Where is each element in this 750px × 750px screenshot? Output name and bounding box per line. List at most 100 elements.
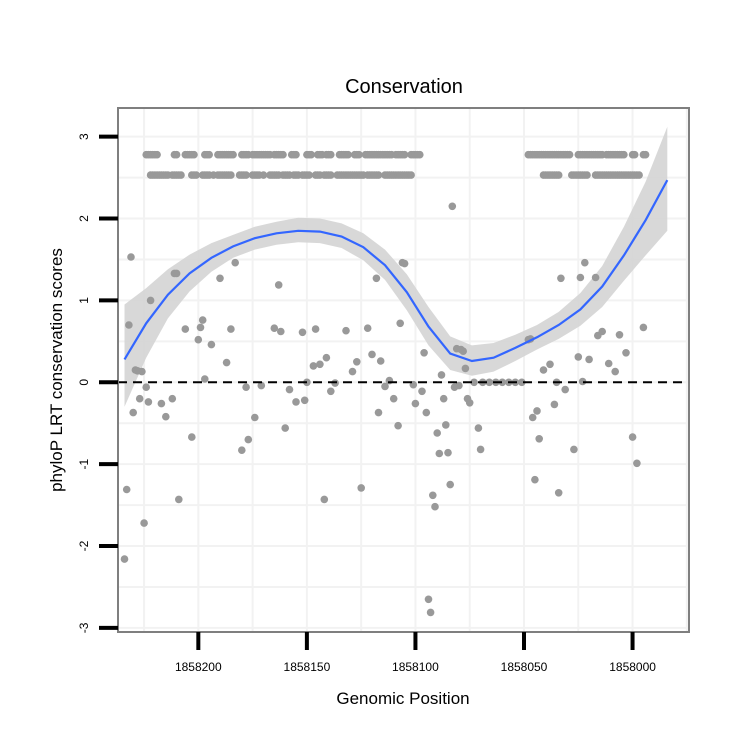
data-point (307, 150, 316, 159)
data-point (374, 171, 383, 179)
data-point (422, 408, 431, 417)
data-point (300, 396, 309, 405)
data-point (127, 253, 135, 261)
data-point (444, 448, 452, 457)
data-point (363, 324, 372, 333)
x-tick-label: 1858050 (501, 660, 548, 674)
data-point (429, 491, 437, 500)
y-tick-label: -2 (77, 540, 91, 551)
data-point (533, 407, 541, 415)
x-tick-label: 1858100 (392, 660, 439, 674)
data-point (181, 325, 190, 333)
data-point (327, 171, 335, 179)
data-point (198, 316, 207, 324)
data-point (196, 323, 205, 332)
y-tick-label: 3 (77, 133, 91, 140)
grid-lines (118, 108, 689, 632)
data-point (316, 360, 324, 369)
data-point (242, 171, 250, 179)
data-point (175, 495, 183, 504)
data-point (292, 150, 300, 159)
data-point (565, 150, 574, 159)
data-point (172, 269, 181, 278)
data-point (374, 408, 383, 417)
y-axis-title: phyloP LRT conservation scores (47, 248, 66, 492)
data-point (342, 326, 350, 335)
data-point (633, 459, 641, 468)
data-point (311, 325, 320, 333)
panel-border (117, 107, 690, 633)
data-point (431, 502, 439, 511)
data-point (411, 399, 420, 408)
data-point (190, 150, 198, 159)
data-point (172, 150, 181, 159)
data-point (426, 608, 435, 617)
data-point (557, 274, 565, 283)
data-point (407, 171, 415, 179)
data-point (400, 259, 409, 268)
data-point (581, 258, 589, 267)
data-point (120, 555, 129, 563)
data-point (546, 360, 554, 369)
data-point (578, 377, 587, 386)
data-point (348, 367, 357, 376)
data-point (535, 435, 543, 443)
data-point (598, 327, 606, 336)
data-point (498, 378, 507, 387)
data-point (353, 358, 361, 366)
data-point (518, 378, 526, 387)
axis-ticks: 3 2 1 0 -1 -2 -3 1858200 1858150 1858100 1858050 18… (77, 133, 656, 674)
data-point (357, 484, 366, 492)
data-point (259, 171, 268, 179)
data-point (576, 273, 585, 282)
data-point (531, 475, 539, 484)
x-tick-label: 1858150 (284, 660, 331, 674)
data-point (144, 398, 153, 406)
data-point (242, 383, 250, 392)
data-point (528, 413, 537, 422)
data-points-group (120, 150, 650, 617)
data-point (285, 385, 294, 394)
data-point (420, 349, 428, 357)
data-point (222, 358, 231, 367)
data-point (327, 387, 335, 396)
data-point (140, 519, 148, 527)
data-point (461, 364, 470, 373)
data-point (305, 171, 313, 179)
data-point (281, 424, 290, 432)
data-point (251, 413, 259, 422)
y-tick-label: 2 (77, 215, 91, 222)
data-point (229, 150, 237, 159)
data-point (322, 353, 331, 362)
data-point (327, 150, 335, 159)
data-point (485, 378, 494, 387)
data-point (635, 171, 643, 179)
y-tick-label: -3 (77, 622, 91, 633)
data-point (585, 355, 593, 364)
data-point (231, 258, 239, 267)
data-point (372, 274, 381, 283)
confidence-band (124, 126, 668, 407)
confidence-band-group (124, 126, 668, 407)
data-point (270, 324, 279, 333)
data-point (381, 382, 389, 391)
data-point (554, 489, 563, 497)
data-point (146, 296, 155, 305)
data-point (583, 171, 591, 179)
data-point (309, 362, 318, 370)
data-point (400, 150, 409, 159)
data-point (157, 399, 166, 408)
data-point (368, 350, 376, 359)
data-point (238, 446, 246, 455)
data-point (227, 171, 235, 179)
data-point (227, 325, 235, 333)
data-point (439, 394, 448, 403)
data-point (142, 383, 150, 392)
data-point (277, 327, 285, 336)
data-point (192, 171, 200, 179)
data-point (244, 435, 253, 444)
data-point (433, 429, 442, 437)
data-point (539, 366, 548, 374)
data-point (615, 331, 624, 339)
data-point (561, 385, 569, 394)
